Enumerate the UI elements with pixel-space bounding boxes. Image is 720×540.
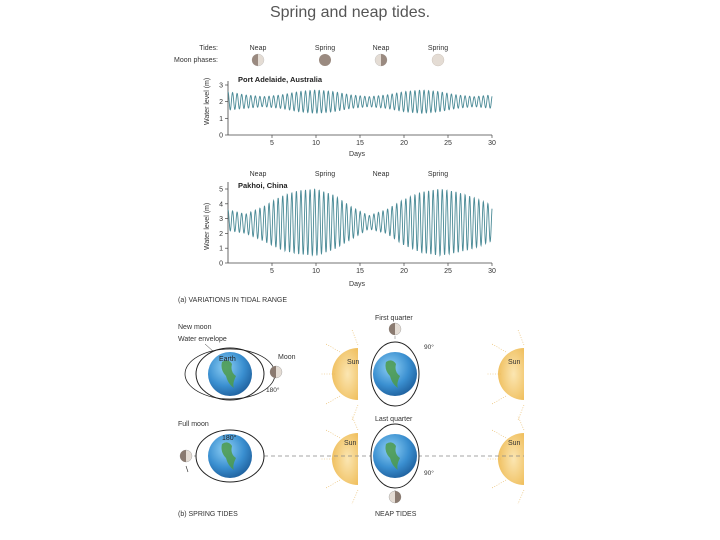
sun-label: Sun xyxy=(344,440,357,447)
y-tick-label: 4 xyxy=(219,201,223,208)
x-tick-label: 30 xyxy=(488,268,496,275)
x-tick-label: 10 xyxy=(312,268,320,275)
port-adelaide-chart: Port Adelaide, Australia Water level (m)… xyxy=(204,75,496,158)
y-axis-label: Water level (m) xyxy=(204,78,211,125)
phase-row: Neap Spring Neap Spring xyxy=(250,171,449,178)
moon-phases-row-label: Moon phases: xyxy=(174,57,218,64)
sun-label: Sun xyxy=(508,440,521,447)
x-tick-label: 15 xyxy=(356,268,364,275)
y-tick-label: 1 xyxy=(219,116,223,123)
sun-icon xyxy=(486,415,525,505)
moon-icon xyxy=(179,449,193,463)
last-quarter-label: Last quarter xyxy=(375,416,413,423)
x-tick-label: 25 xyxy=(444,140,452,147)
y-tick-label: 3 xyxy=(219,83,223,90)
y-tick-label: 2 xyxy=(219,231,223,238)
water-level-series xyxy=(227,188,493,257)
tide-phase-label: Spring xyxy=(428,171,448,178)
sun-label: Sun xyxy=(508,359,521,366)
x-axis-label: Days xyxy=(349,151,365,158)
tide-phase-label: Neap xyxy=(250,45,267,52)
last-quarter-moon-icon xyxy=(374,53,388,67)
x-tick-label: 5 xyxy=(270,140,274,147)
earth-label: Earth xyxy=(219,356,236,363)
section-a-caption: (a) VARIATIONS IN TIDAL RANGE xyxy=(178,297,287,304)
section-b-caption: (b) SPRING TIDES xyxy=(178,511,238,518)
angle-label: 180° xyxy=(266,386,280,394)
tide-phase-label: Neap xyxy=(373,45,390,52)
sun-label: Sun xyxy=(347,359,360,366)
tide-diagrams: Sun Sun Sun Sun New moon Water envelope … xyxy=(178,315,525,518)
neap-caption: NEAP TIDES xyxy=(375,511,417,518)
y-tick-label: 3 xyxy=(219,216,223,223)
sun-icon xyxy=(486,329,525,421)
tide-phase-label: Neap xyxy=(373,171,390,178)
tide-phase-label: Spring xyxy=(315,45,335,52)
axis-ticks: 5 10 15 20 25 30 0 1 2 3 4 5 xyxy=(219,187,496,276)
full-moon-label: Full moon xyxy=(178,421,209,428)
axis-ticks: 5 10 15 20 25 30 0 1 2 3 xyxy=(219,83,496,148)
x-tick-label: 5 xyxy=(270,268,274,275)
y-tick-label: 1 xyxy=(219,246,223,253)
full-moon-icon xyxy=(431,53,445,67)
sun-icon xyxy=(320,415,359,505)
phase-row: Neap Spring Neap Spring xyxy=(250,45,448,67)
x-tick-label: 25 xyxy=(444,268,452,275)
new-moon-label: New moon xyxy=(178,324,212,331)
y-tick-label: 2 xyxy=(219,99,223,106)
water-envelope-label: Water envelope xyxy=(178,336,227,343)
tide-phase-label: Spring xyxy=(428,45,448,52)
x-tick-label: 20 xyxy=(400,268,408,275)
sun-icon xyxy=(320,329,359,421)
x-tick-label: 30 xyxy=(488,140,496,147)
y-tick-label: 0 xyxy=(219,133,223,140)
x-tick-label: 15 xyxy=(356,140,364,147)
y-axis-label: Water level (m) xyxy=(204,203,211,250)
y-tick-label: 5 xyxy=(219,187,223,194)
tide-phase-label: Neap xyxy=(250,171,267,178)
x-tick-label: 10 xyxy=(312,140,320,147)
angle-label: 90° xyxy=(424,469,434,477)
chart-title: Port Adelaide, Australia xyxy=(238,75,323,84)
moon-icon xyxy=(388,322,402,336)
tides-row-label: Tides: xyxy=(199,45,218,52)
angle-label: 180° xyxy=(222,434,237,442)
new-moon-icon xyxy=(319,54,331,66)
chart-title: Pakhoi, China xyxy=(238,181,288,190)
moon-label: Moon xyxy=(278,354,296,361)
tide-phase-label: Spring xyxy=(315,171,335,178)
moon-icon xyxy=(388,490,402,504)
x-tick-label: 20 xyxy=(400,140,408,147)
x-axis-label: Days xyxy=(349,281,365,288)
moon-icon xyxy=(269,365,283,379)
angle-label: 90° xyxy=(424,343,434,351)
pakhoi-chart: Neap Spring Neap Spring Pakhoi, China Water… xyxy=(204,171,496,288)
y-tick-label: 0 xyxy=(219,261,223,268)
water-level-series xyxy=(227,89,493,114)
first-quarter-moon-icon xyxy=(251,53,265,67)
page-title: Spring and neap tides. xyxy=(269,4,431,21)
first-quarter-label: First quarter xyxy=(375,315,413,322)
